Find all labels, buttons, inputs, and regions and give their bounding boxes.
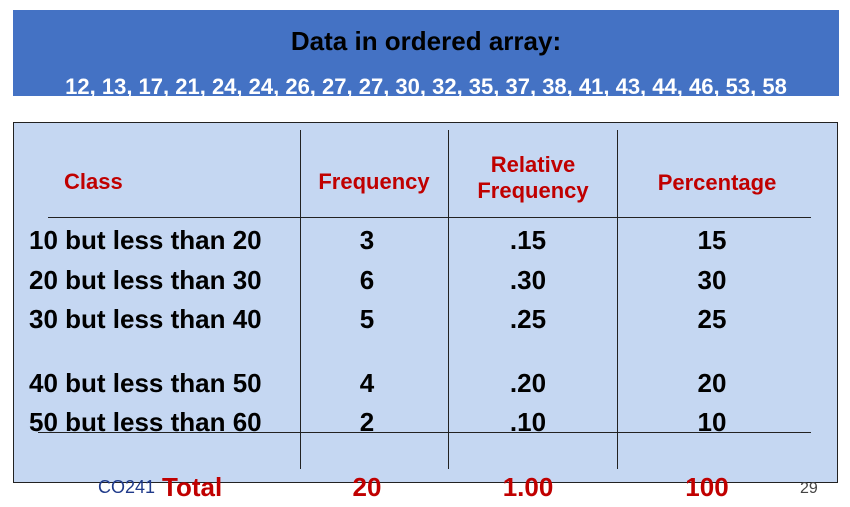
table-row-relative: .10: [509, 407, 547, 437]
page-number: 29: [800, 480, 818, 497]
table-row-class: 30 but less than 40: [29, 304, 262, 334]
total-label: Total: [162, 472, 223, 502]
table-row-class: 20 but less than 30: [29, 265, 262, 295]
header-percentage: Percentage: [657, 170, 777, 195]
total-percentage: 100: [685, 472, 729, 502]
table-row-class: 10 but less than 20: [29, 225, 262, 255]
table-row-relative: .20: [509, 368, 547, 398]
footer-divider: [38, 432, 811, 433]
column-divider: [300, 130, 301, 469]
header-relative-frequency-line2: Frequency: [477, 178, 589, 203]
table-row-percentage: 25: [697, 304, 727, 334]
header-divider: [48, 217, 811, 218]
table-row-percentage: 15: [697, 225, 727, 255]
table-row-relative: .15: [509, 225, 547, 255]
table-row-frequency: 5: [359, 304, 375, 334]
header-relative-frequency-line1: Relative: [490, 152, 576, 177]
table-row-percentage: 10: [697, 407, 727, 437]
column-divider: [448, 130, 449, 469]
table-row-frequency: 6: [359, 265, 375, 295]
table-row-percentage: 30: [697, 265, 727, 295]
total-frequency: 20: [352, 472, 382, 502]
total-relative: 1.00: [502, 472, 554, 502]
header-class: Class: [64, 169, 123, 194]
table-row-relative: .25: [509, 304, 547, 334]
table-row-frequency: 2: [359, 407, 375, 437]
header-frequency: Frequency: [318, 169, 430, 194]
table-row-percentage: 20: [697, 368, 727, 398]
column-divider: [617, 130, 618, 469]
table-row-class: 50 but less than 60: [29, 407, 262, 437]
course-code: CO241: [98, 477, 156, 497]
title-banner: Data in ordered array: 12, 13, 17, 21, 2…: [13, 10, 839, 99]
table-row-relative: .30: [509, 265, 547, 295]
table-row-frequency: 4: [359, 368, 375, 398]
table-row-frequency: 3: [359, 225, 375, 255]
frequency-table-panel: [13, 122, 838, 483]
ordered-array-data: 12, 13, 17, 21, 24, 24, 26, 27, 27, 30, …: [65, 74, 787, 99]
banner-title: Data in ordered array:: [290, 26, 562, 56]
table-row-class: 40 but less than 50: [29, 368, 262, 398]
